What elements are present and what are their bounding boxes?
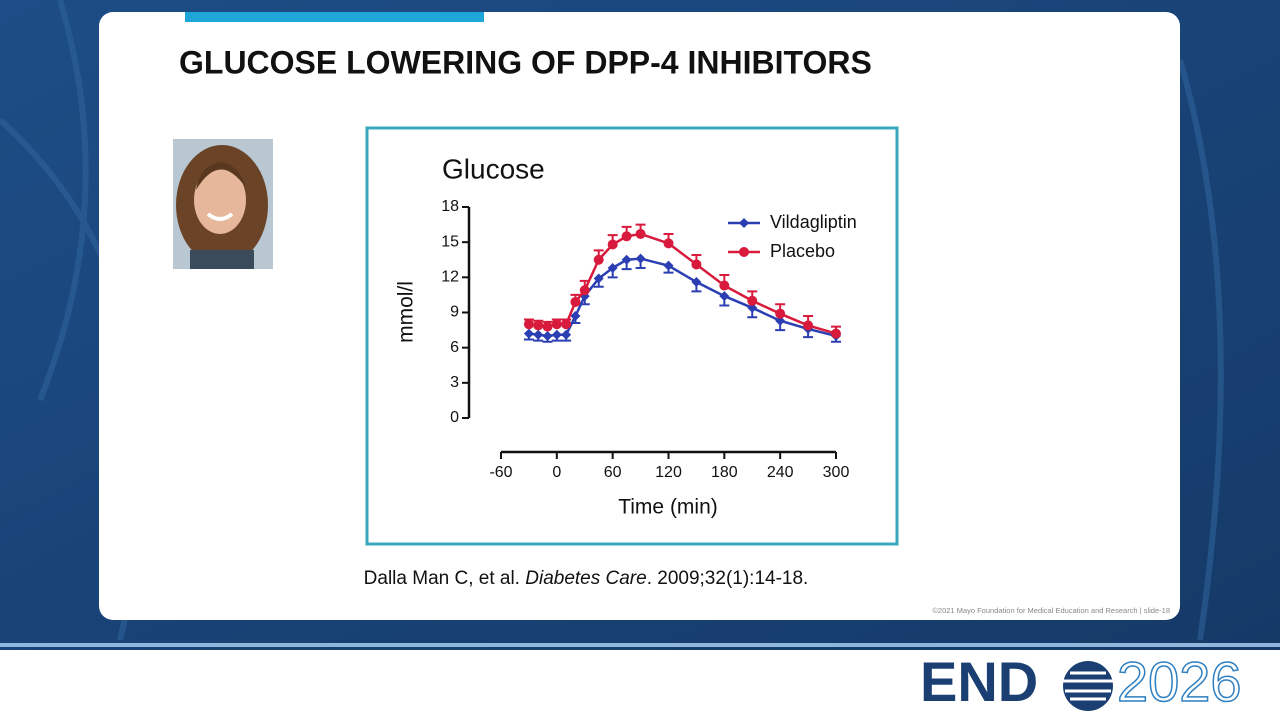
data-point [719, 280, 730, 291]
data-point [831, 328, 841, 339]
chart-title: Glucose [442, 153, 545, 184]
legend-swatch-marker [739, 247, 749, 257]
data-point [593, 273, 604, 284]
x-tick-label: 120 [655, 464, 682, 481]
data-point [542, 330, 553, 341]
footer: ©2021 Mayo Foundation for Medical Educat… [932, 606, 1170, 615]
data-point [551, 329, 562, 340]
data-point [635, 228, 646, 239]
data-point [775, 308, 786, 319]
bottom-rule [0, 643, 1280, 647]
logo-right: 2026 [1117, 650, 1242, 713]
legend-swatch-marker [739, 218, 749, 228]
speaker-photo [173, 139, 273, 269]
data-point [551, 319, 562, 330]
x-tick-label: 300 [823, 464, 850, 481]
data-point [663, 238, 674, 249]
accent-bar [185, 12, 484, 22]
logo-left: END [920, 650, 1038, 713]
legend-label: Placebo [770, 241, 835, 261]
x-tick-label: 180 [711, 464, 738, 481]
x-tick-label: 60 [604, 464, 622, 481]
data-point [621, 254, 632, 265]
y-tick-label: 18 [441, 198, 459, 215]
citation-journal: Diabetes Care [525, 568, 646, 589]
x-tick-label: 240 [767, 464, 794, 481]
data-point [747, 302, 758, 313]
data-point [561, 329, 572, 340]
data-point [803, 320, 814, 331]
data-point [523, 319, 534, 330]
y-tick-label: 12 [441, 269, 459, 286]
y-tick-label: 0 [450, 409, 459, 426]
data-point [607, 262, 618, 273]
legend-label: Vildagliptin [770, 212, 857, 232]
data-point [747, 295, 758, 306]
data-point [691, 277, 702, 288]
data-point [570, 311, 581, 322]
y-tick-label: 3 [450, 374, 459, 391]
chart-frame [365, 126, 899, 546]
data-point [593, 254, 604, 265]
data-point [561, 319, 572, 330]
citation: Dalla Man C, et al. Diabetes Care. 2009;… [364, 568, 809, 589]
citation-authors: Dalla Man C, et al. [364, 568, 526, 589]
data-point [635, 253, 646, 264]
data-point [542, 321, 553, 332]
logo-globe [1063, 661, 1113, 711]
x-tick-label: 0 [552, 464, 561, 481]
data-point [570, 296, 581, 307]
y-tick-label: 6 [450, 339, 459, 356]
data-point [579, 285, 590, 296]
data-point [621, 231, 632, 242]
y-tick-label: 9 [450, 304, 459, 321]
data-point [691, 259, 702, 270]
data-point [533, 329, 544, 340]
y-tick-label: 15 [441, 233, 459, 250]
x-tick-label: -60 [489, 464, 512, 481]
data-point [523, 328, 534, 339]
data-point [533, 320, 544, 331]
data-point [719, 291, 730, 302]
x-axis-label: Time (min) [618, 496, 718, 519]
slide-title: GLUCOSE LOWERING OF DPP-4 INHIBITORS [179, 44, 872, 80]
data-point [775, 315, 786, 326]
citation-issue: . 2009;32(1):14-18. [647, 568, 809, 589]
data-point [607, 239, 618, 250]
y-axis-label: mmol/l [395, 281, 418, 343]
data-point [663, 260, 674, 271]
